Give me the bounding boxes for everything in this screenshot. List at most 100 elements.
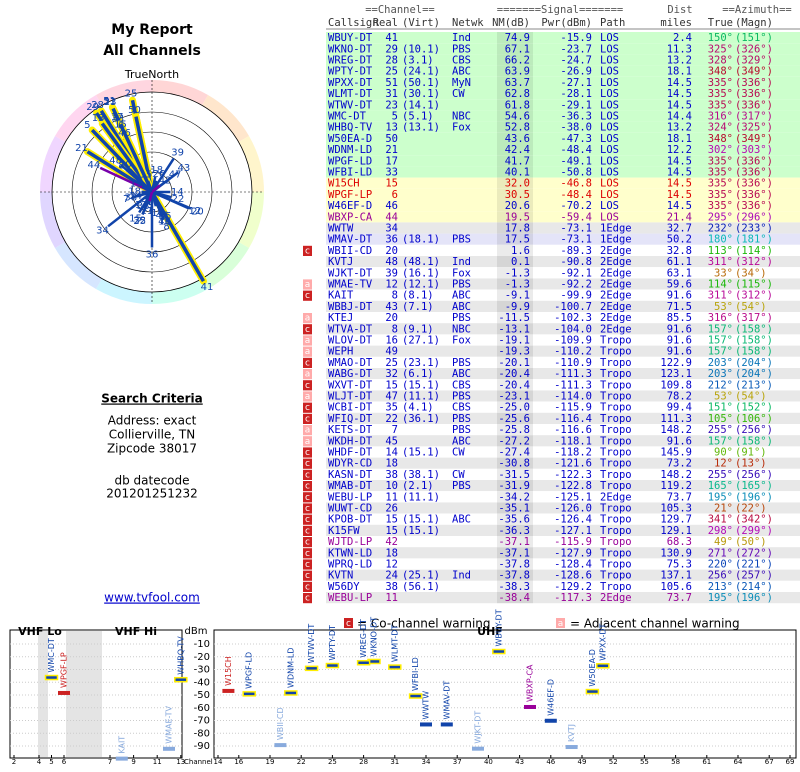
y-tick-label: -20: [194, 652, 210, 663]
cell: (24.1): [402, 66, 440, 78]
x-tick-label: 31: [390, 758, 399, 766]
north-label: TrueNorth: [124, 68, 179, 81]
cell: 119.2: [660, 480, 692, 492]
cell: (299°): [735, 525, 773, 537]
marker-label: W50EA-D: [588, 649, 597, 687]
cell: WFBI-LD: [328, 167, 372, 179]
column-header: True: [708, 17, 733, 29]
cell: KTWN-LD: [328, 547, 372, 559]
cell: 335°: [708, 77, 733, 89]
cell: 213°: [708, 581, 733, 593]
cell: WREG-DT: [328, 55, 373, 67]
cell: 8: [392, 290, 398, 302]
cell: -37.1: [498, 536, 530, 548]
y-tick-label: -70: [194, 716, 210, 727]
cell: 348°: [708, 66, 733, 78]
cell: -19.1: [498, 335, 530, 347]
warn-mark: c: [305, 246, 310, 256]
cell: Tropo: [600, 469, 632, 481]
cell: (15.1): [402, 379, 440, 391]
cell: 335°: [708, 155, 733, 167]
x-tick-label: 46: [546, 758, 555, 766]
cell: -126.0: [554, 503, 592, 515]
signal-marker: [163, 747, 175, 751]
cell: -73.1: [560, 234, 592, 246]
cell: 74.9: [505, 32, 530, 44]
group-header: ==Channel==: [365, 4, 435, 16]
cell: Tropo: [600, 503, 632, 515]
cell: CW: [452, 447, 465, 459]
warn-mark: c: [305, 538, 310, 548]
cell: 21: [385, 144, 398, 156]
x-tick-label: 49: [578, 758, 587, 766]
cell: 151°: [708, 402, 733, 414]
cell: 49°: [714, 536, 733, 548]
cell: -1.3: [505, 279, 530, 291]
cell: 130.9: [660, 547, 692, 559]
cell: 61.1: [667, 256, 692, 268]
marker-label: WKNO-DT: [370, 617, 379, 657]
cell: 14.5: [667, 155, 692, 167]
warn-mark: c: [305, 560, 310, 570]
x-tick-label: 2: [12, 758, 16, 766]
cell: 14.5: [667, 99, 692, 111]
cell: (151°): [735, 32, 773, 44]
cell: LOS: [600, 111, 619, 123]
cell: -89.3: [560, 245, 592, 257]
cell: LOS: [600, 167, 619, 179]
cell: 75.3: [667, 559, 692, 571]
y-tick-label: -90: [194, 741, 210, 752]
cell: -99.9: [560, 290, 592, 302]
cell: Tropo: [600, 514, 632, 526]
site-link[interactable]: www.tvfool.com: [104, 591, 200, 605]
cell: (349°): [735, 133, 773, 145]
cell: 16: [385, 335, 398, 347]
cell: WLMT-DT: [328, 88, 373, 100]
x-tick-label: 34: [422, 758, 431, 766]
cell: 111.3: [660, 413, 692, 425]
cell: 28: [385, 55, 398, 67]
cell: (317°): [735, 111, 773, 123]
cell: -23.1: [498, 391, 530, 403]
cell: (5.1): [402, 111, 434, 123]
cell: (6.1): [402, 368, 434, 380]
cell: WMC-DT: [328, 111, 367, 123]
cell: 195°: [708, 491, 733, 503]
cell: 40.1: [505, 167, 530, 179]
cell: 335°: [708, 167, 733, 179]
cell: 2Edge: [600, 491, 632, 503]
cell: 295°: [708, 211, 733, 223]
cell: -59.4: [560, 211, 592, 223]
x-tick-label: 55: [640, 758, 649, 766]
cell: (12.1): [402, 279, 440, 291]
y-tick-label: -60: [194, 703, 210, 714]
cell: -73.1: [560, 223, 592, 235]
cell: (204°): [735, 357, 773, 369]
cell: -118.2: [554, 447, 592, 459]
cell: 19.5: [505, 211, 530, 223]
cell: 11.3: [667, 43, 692, 55]
signal-marker: [243, 692, 255, 696]
cell: (213°): [735, 379, 773, 391]
spoke-label: 25: [125, 88, 138, 99]
cell: (317°): [735, 312, 773, 324]
cell: Tropo: [600, 536, 632, 548]
cell: Tropo: [600, 458, 632, 470]
cell: 1Edge: [600, 234, 632, 246]
x-tick-label: 11: [153, 758, 162, 766]
cell: Tropo: [600, 447, 632, 459]
cell: -121.6: [554, 458, 592, 470]
cell: 24: [385, 570, 398, 582]
cell: (257°): [735, 570, 773, 582]
warn-mark: c: [305, 381, 310, 391]
cell: 15: [385, 178, 398, 190]
marker-label: WMAV-DT: [442, 681, 451, 720]
spoke-label: 44: [87, 160, 100, 171]
cell: -116.6: [554, 424, 592, 436]
cell: Fox: [452, 267, 471, 279]
legend-adj: = Adjacent channel warning: [570, 617, 740, 631]
warn-mark: c: [305, 582, 310, 592]
spoke-label: 20: [119, 159, 132, 170]
cell: 11: [385, 592, 398, 604]
cell: WMAB-DT: [328, 480, 373, 492]
